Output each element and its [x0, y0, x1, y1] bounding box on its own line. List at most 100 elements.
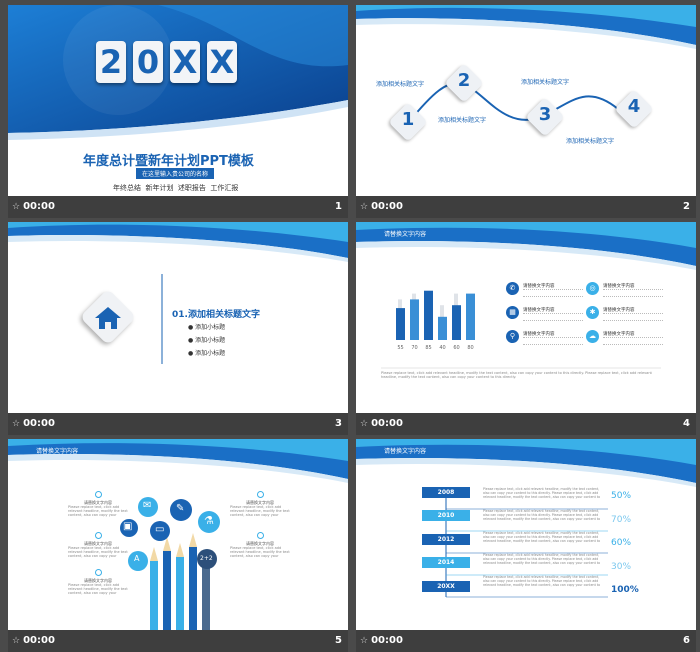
- text-block-label: 请替换文字内容: [84, 500, 112, 505]
- timeline-text: Please replace text, click add relevant …: [483, 531, 601, 543]
- location-icon: ⚲: [506, 330, 519, 343]
- bar: [466, 293, 475, 340]
- bubble-ruler: [170, 499, 192, 521]
- slide-5-canvas[interactable]: 请替换文字内容 ▣ ✉ ▭ ✎ ⚗ A 2+2 请替换文字内容 Please r…: [8, 439, 348, 630]
- slide-number: 5: [335, 635, 342, 646]
- text-block-body: Please replace text, click add relevant …: [68, 583, 128, 595]
- icon-list: ✆ 请替换文字内容 ▦ 请替换文字内容 ⚲ 请替换文字内容 ◎ 请替换文字内容 …: [506, 282, 671, 357]
- slide-time: 00:00: [371, 418, 403, 429]
- section-heading: 01.添加相关标题文字: [172, 310, 260, 320]
- lightbulb-icon: ✱: [586, 306, 599, 319]
- flask-icon: ⚗: [204, 514, 214, 527]
- slide-bar-3: ☆ 00:00 3: [8, 413, 348, 435]
- chat-icon: ✉: [143, 500, 152, 511]
- text-block-label: 请替换文字内容: [84, 541, 112, 546]
- list-item-label: 请替换文字内容: [603, 332, 635, 337]
- list-item-text: [603, 289, 663, 297]
- subtitle-item: ● 添加小标题: [188, 337, 226, 344]
- abc-icon: A: [134, 554, 140, 563]
- list-item-text: [523, 289, 583, 297]
- year-tile: X: [207, 41, 237, 83]
- tick-label: 70: [411, 345, 417, 351]
- slide-number: 2: [683, 201, 690, 212]
- slide-time: 00:00: [371, 635, 403, 646]
- year-label: 20XX: [422, 581, 470, 592]
- dot-icon: [94, 532, 102, 539]
- percent-label: 30%: [611, 562, 632, 572]
- slide-2-canvas[interactable]: 1 2 3 4 添加相关标题文字 添加相关标题文字 添加相关标题文字 添加相关标…: [356, 5, 696, 196]
- bar: [438, 316, 447, 340]
- text-block-body: Please replace text, click add relevant …: [230, 505, 290, 517]
- step-label: 添加相关标题文字: [521, 79, 570, 86]
- slide-1-subtitle: 年终总结 新年计划 述职报告 工作汇报: [113, 184, 239, 192]
- bar: [396, 308, 405, 340]
- slide-6-title: 请替换文字内容: [384, 448, 427, 455]
- tick-label: 60: [453, 345, 459, 351]
- text-block: 请替换文字内容 Please replace text, click add r…: [230, 491, 290, 517]
- dot-icon: [256, 491, 264, 498]
- bubble-flask: [198, 511, 220, 533]
- slide-time: 00:00: [23, 635, 55, 646]
- transition-icon[interactable]: ☆: [12, 418, 21, 429]
- list-item-text: [523, 337, 583, 345]
- transition-icon[interactable]: ☆: [360, 418, 369, 429]
- text-block-body: Please replace text, click add relevant …: [68, 505, 128, 517]
- bar: [424, 290, 433, 340]
- transition-icon[interactable]: ☆: [360, 635, 369, 646]
- subtitle-item: ● 添加小标题: [188, 324, 226, 331]
- monitor-icon: ▭: [155, 524, 165, 535]
- slide-number: 3: [335, 418, 342, 429]
- bubble-chat: [138, 497, 158, 517]
- subtitle-item-text: 添加小标题: [195, 324, 226, 331]
- slide-1-canvas[interactable]: 2 0 X X 年度总计暨新年计划PPT模板 在这里输入贵公司的名称 年终总结 …: [8, 5, 348, 196]
- slide-6-background: [356, 439, 696, 598]
- year-tiles: 2 0 X X: [96, 41, 237, 83]
- tick-label: 55: [397, 345, 403, 351]
- list-item-label: 请替换文字内容: [603, 308, 635, 313]
- bubble-abc: [128, 551, 148, 571]
- step-3-number: 3: [538, 104, 552, 125]
- text-block: 请替换文字内容 Please replace text, click add r…: [68, 491, 128, 517]
- slide-6-canvas[interactable]: 请替换文字内容 2008 2010 2012 2014 20XX Please …: [356, 439, 696, 630]
- slide-bar-4: ☆ 00:00 4: [356, 413, 696, 435]
- slide-4-canvas[interactable]: 请替换文字内容 55 70 85 40 60 80 ✆ 请替换文字内容 ▦ 请替换文字内容…: [356, 222, 696, 413]
- math-icon: 2+2: [200, 555, 213, 562]
- slide-bar-5: ☆ 00:00 5: [8, 630, 348, 652]
- text-block-label: 请替换文字内容: [246, 541, 274, 546]
- list-item-text: [603, 337, 663, 345]
- dot-icon: [94, 491, 102, 498]
- step-label: 添加相关标题文字: [566, 138, 615, 145]
- timeline-text: Please replace text, click add relevant …: [483, 553, 601, 565]
- timeline-text: Please replace text, click add relevant …: [483, 487, 601, 499]
- slide-bar-2: ☆ 00:00 2: [356, 196, 696, 218]
- bubble-math: [197, 549, 217, 569]
- list-item-label: 请替换文字内容: [603, 284, 635, 289]
- slide-1-title: 年度总计暨新年计划PPT模板: [83, 154, 254, 169]
- year-label: 2012: [422, 534, 470, 545]
- tick-label: 85: [425, 345, 431, 351]
- transition-icon[interactable]: ☆: [12, 635, 21, 646]
- slide-time: 00:00: [371, 201, 403, 212]
- slide-3-canvas[interactable]: 01.添加相关标题文字 ● 添加小标题 ● 添加小标题 ● 添加小标题: [8, 222, 348, 413]
- cart-icon: ▣: [123, 521, 133, 532]
- step-4-number: 4: [627, 96, 641, 117]
- percent-label: 60%: [611, 538, 632, 548]
- step-label: 添加相关标题文字: [438, 117, 487, 124]
- transition-icon[interactable]: ☆: [12, 201, 21, 212]
- dot-icon: [94, 569, 102, 576]
- slide-5-title: 请替换文字内容: [36, 448, 79, 455]
- bubble-cart: [120, 519, 138, 537]
- step-1-number: 1: [401, 109, 415, 130]
- year-tile: 2: [96, 41, 126, 83]
- slide-time: 00:00: [23, 418, 55, 429]
- phone-icon: ✆: [506, 282, 519, 295]
- slide-bar-6: ☆ 00:00 6: [356, 630, 696, 652]
- list-item-text: [603, 313, 663, 321]
- text-block-label: 请替换文字内容: [246, 500, 274, 505]
- slide-number: 1: [335, 201, 342, 212]
- text-block: 请替换文字内容 Please replace text, click add r…: [68, 532, 128, 558]
- text-block-body: Please replace text, click add relevant …: [230, 546, 290, 558]
- percent-label: 100%: [611, 585, 639, 595]
- transition-icon[interactable]: ☆: [360, 201, 369, 212]
- list-item-label: 请替换文字内容: [523, 284, 555, 289]
